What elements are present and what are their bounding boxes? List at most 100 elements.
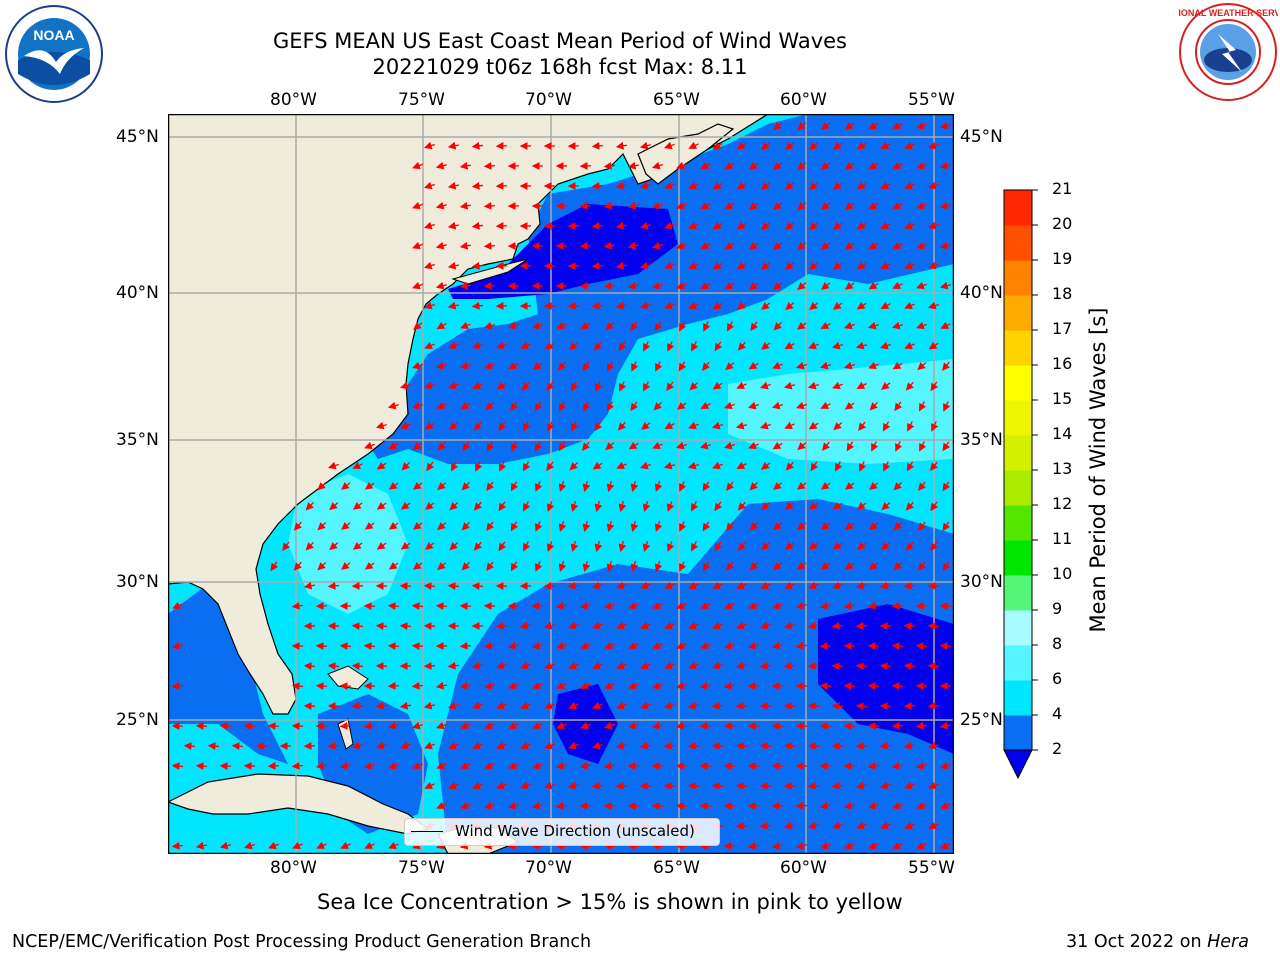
- wave-arrow: [592, 461, 603, 470]
- wave-arrow: [460, 321, 471, 330]
- wave-arrow: [618, 541, 627, 553]
- wave-arrow: [930, 541, 939, 552]
- noaa-logo: NOAA: [4, 4, 104, 104]
- wave-arrow: [725, 362, 735, 371]
- wave-arrow: [844, 281, 855, 290]
- wave-arrow: [939, 721, 952, 730]
- wave-arrow: [639, 741, 652, 750]
- wave-arrow: [400, 541, 411, 550]
- wave-arrow: [891, 642, 904, 651]
- wave-arrow: [904, 141, 915, 150]
- wave-arrow: [687, 782, 700, 791]
- colorbar-segment: [1004, 575, 1032, 611]
- wave-arrow: [435, 161, 448, 170]
- wave-arrow: [819, 722, 832, 731]
- wave-arrow: [700, 401, 711, 409]
- wave-arrow: [282, 541, 291, 552]
- wave-arrow: [630, 561, 639, 573]
- wave-arrow: [507, 321, 519, 330]
- wave-arrow: [916, 201, 927, 210]
- wave-arrow: [520, 341, 531, 350]
- wave-arrow: [748, 361, 759, 370]
- wave-arrow: [868, 201, 879, 210]
- colorbar-segment: [1004, 330, 1032, 366]
- wave-arrow: [927, 301, 939, 310]
- wave-arrow: [461, 481, 470, 491]
- wave-arrow: [809, 182, 819, 191]
- wave-arrow: [507, 641, 520, 650]
- wave-arrow: [664, 141, 675, 150]
- wave-arrow: [424, 781, 435, 789]
- wave-arrow: [423, 221, 435, 230]
- wave-arrow: [844, 241, 855, 250]
- wave-arrow: [726, 481, 734, 491]
- wave-arrow: [915, 761, 927, 770]
- wave-arrow: [927, 662, 940, 670]
- wave-arrow: [785, 461, 794, 471]
- wave-arrow: [820, 521, 831, 530]
- wave-arrow: [700, 161, 711, 170]
- wave-arrow: [880, 181, 891, 190]
- wave-arrow: [916, 121, 927, 130]
- wave-arrow: [808, 501, 819, 510]
- wave-arrow: [606, 521, 615, 533]
- wave-arrow: [821, 122, 831, 130]
- wave-arrow: [917, 362, 927, 371]
- wave-arrow: [832, 541, 843, 550]
- wave-arrow: [711, 421, 723, 430]
- date-value: 31 Oct 2022 on: [1066, 932, 1208, 952]
- wave-arrow: [364, 561, 375, 570]
- wave-arrow: [435, 602, 448, 611]
- wave-arrow: [867, 321, 879, 330]
- wave-arrow: [687, 461, 699, 470]
- wave-arrow: [772, 441, 783, 450]
- wave-arrow: [736, 581, 747, 589]
- wave-arrow: [543, 781, 556, 790]
- wave-arrow: [461, 561, 470, 571]
- wave-arrow: [867, 801, 879, 810]
- wave-arrow: [785, 501, 795, 510]
- wave-arrow: [411, 401, 423, 410]
- wave-direction-arrows: [171, 121, 952, 851]
- wave-arrow: [351, 622, 364, 630]
- wave-arrow: [339, 682, 352, 690]
- wave-arrow: [736, 261, 747, 270]
- colorbar: [1003, 189, 1038, 780]
- wave-arrow: [856, 821, 867, 830]
- wave-arrow: [546, 461, 555, 472]
- wave-arrow: [714, 341, 723, 352]
- wave-arrow: [341, 562, 351, 570]
- wave-arrow: [712, 141, 723, 150]
- wave-arrow: [388, 441, 399, 449]
- wave-arrow: [603, 161, 616, 170]
- wave-arrow: [807, 821, 820, 830]
- wave-arrow: [688, 301, 699, 309]
- wave-arrow: [679, 481, 687, 492]
- wave-arrow: [461, 521, 470, 531]
- wave-arrow: [678, 361, 687, 372]
- wave-arrow: [483, 161, 496, 170]
- wave-arrow: [592, 621, 603, 630]
- wave-arrow: [759, 621, 771, 630]
- wave-arrow: [785, 222, 795, 231]
- wave-arrow: [459, 361, 471, 370]
- wave-arrow: [471, 341, 483, 350]
- colorbar-tick-label: 2: [1052, 739, 1063, 758]
- wave-arrow: [843, 762, 856, 770]
- wave-arrow: [399, 622, 412, 631]
- wave-arrow: [510, 481, 519, 492]
- wave-arrow: [929, 461, 938, 471]
- wave-arrow: [471, 261, 484, 270]
- wave-arrow: [736, 301, 747, 310]
- lat-label-left-25n: 25°N: [116, 710, 159, 730]
- wave-arrow: [327, 662, 340, 671]
- wave-arrow: [651, 161, 663, 170]
- wave-arrow: [340, 841, 351, 849]
- wave-arrow: [917, 481, 926, 491]
- wave-arrow: [317, 482, 327, 491]
- wave-arrow: [939, 602, 952, 610]
- wave-arrow: [724, 641, 735, 650]
- wave-arrow: [688, 141, 699, 149]
- wave-arrow: [783, 742, 796, 751]
- wave-arrow: [699, 762, 712, 770]
